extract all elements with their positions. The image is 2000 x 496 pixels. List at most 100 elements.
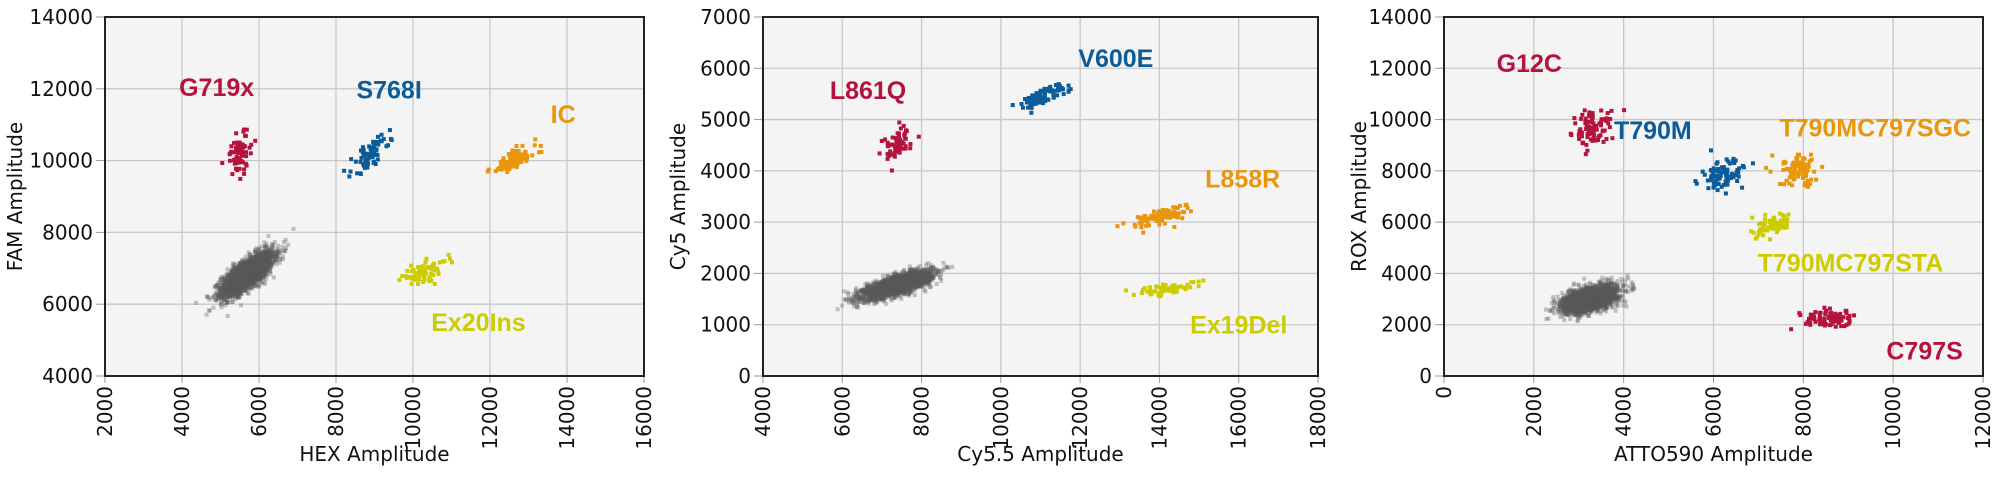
data-point	[249, 259, 254, 264]
data-point	[905, 276, 910, 281]
data-point	[884, 291, 889, 296]
data-point	[241, 271, 246, 276]
data-point	[254, 268, 259, 273]
data-point	[247, 266, 252, 271]
data-point	[242, 267, 247, 272]
data-point	[225, 286, 230, 291]
data-point	[257, 266, 262, 271]
data-point	[233, 271, 238, 276]
y-tick-label: 0	[738, 364, 751, 388]
data-point	[915, 281, 920, 286]
data-point	[230, 280, 235, 285]
data-point	[890, 282, 895, 287]
data-point	[896, 282, 901, 287]
data-point	[893, 280, 898, 285]
data-point	[215, 296, 220, 301]
data-point	[906, 275, 911, 280]
data-point	[233, 282, 238, 287]
data-point	[877, 290, 882, 295]
data-point	[904, 284, 909, 289]
data-point	[235, 277, 240, 282]
data-point	[234, 274, 239, 279]
data-point	[239, 291, 244, 296]
data-point	[901, 279, 906, 284]
data-point	[234, 283, 239, 288]
data-point	[246, 272, 251, 277]
data-point	[242, 278, 247, 283]
data-point	[255, 266, 260, 271]
data-point	[243, 280, 248, 285]
data-point	[950, 264, 955, 269]
x-tick-label: 10000	[401, 386, 425, 450]
data-point	[910, 277, 915, 282]
data-point	[258, 265, 263, 270]
data-point	[238, 280, 243, 285]
data-point	[251, 275, 256, 280]
data-point	[258, 258, 263, 263]
data-point	[886, 282, 891, 287]
data-point	[235, 274, 240, 279]
data-point	[924, 273, 929, 278]
data-point	[238, 279, 243, 284]
data-point	[913, 274, 918, 279]
data-point	[884, 278, 889, 283]
data-point	[911, 278, 916, 283]
data-point	[894, 279, 899, 284]
data-point	[888, 282, 893, 287]
data-point	[884, 281, 889, 286]
data-point	[245, 271, 250, 276]
data-point	[262, 268, 267, 273]
data-point	[237, 166, 242, 171]
data-point	[891, 291, 896, 296]
data-point	[244, 280, 249, 285]
data-point	[229, 280, 234, 285]
data-point	[896, 284, 901, 289]
data-point	[235, 142, 240, 147]
data-point	[936, 269, 941, 274]
data-point	[246, 259, 251, 264]
data-point	[255, 284, 260, 289]
data-point	[233, 281, 238, 286]
data-point	[238, 269, 243, 274]
data-point	[238, 276, 243, 281]
data-point	[252, 268, 257, 273]
data-point	[230, 283, 235, 288]
data-point	[237, 273, 242, 278]
data-point	[878, 282, 883, 287]
data-point	[876, 295, 881, 300]
data-point	[893, 282, 898, 287]
data-point	[926, 273, 931, 278]
data-point	[898, 282, 903, 287]
data-point	[239, 274, 244, 279]
data-point	[235, 276, 240, 281]
data-point	[257, 276, 262, 281]
data-point	[255, 252, 260, 257]
data-point	[886, 284, 891, 289]
data-point	[924, 279, 929, 284]
data-point	[256, 270, 261, 275]
data-point	[255, 270, 260, 275]
data-point	[516, 148, 521, 153]
data-point	[204, 294, 209, 299]
data-point	[248, 262, 253, 267]
data-point	[892, 284, 897, 289]
data-point	[259, 254, 264, 259]
data-point	[239, 285, 244, 290]
data-point	[886, 286, 891, 291]
data-point	[884, 287, 889, 292]
data-point	[890, 288, 895, 293]
data-point	[923, 272, 928, 277]
data-point	[244, 272, 249, 277]
data-point	[889, 285, 894, 290]
data-point	[251, 261, 256, 266]
data-point	[243, 265, 248, 270]
data-point	[877, 288, 882, 293]
data-point	[233, 288, 238, 293]
data-point	[911, 278, 916, 283]
data-point	[236, 281, 241, 286]
data-point	[231, 275, 236, 280]
data-point	[517, 152, 522, 157]
data-point	[227, 280, 232, 285]
data-point	[932, 266, 937, 271]
data-point	[246, 268, 251, 273]
